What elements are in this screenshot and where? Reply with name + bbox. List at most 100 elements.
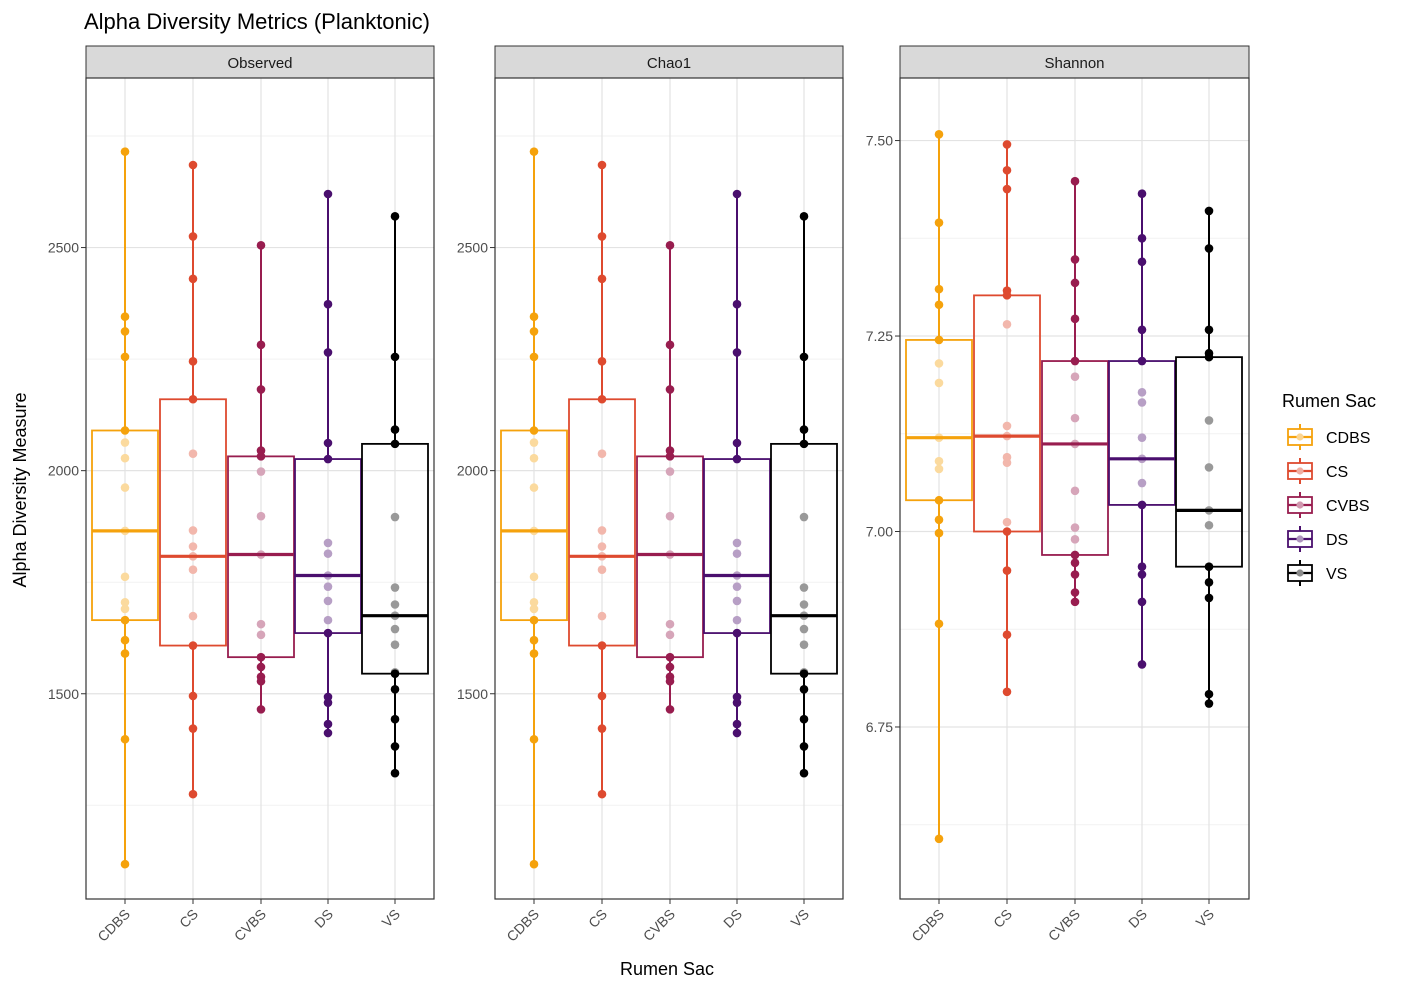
data-point: [1204, 520, 1214, 530]
data-point: [1204, 206, 1214, 216]
data-point: [1002, 184, 1012, 194]
x-tick-label: CVBS: [231, 906, 269, 944]
data-point: [799, 684, 809, 694]
panel-chao1: Chao1 1500 2000 2500 CDBS CS CVBS DS VS: [457, 45, 844, 945]
x-tick-label: VS: [1193, 906, 1218, 931]
data-point: [934, 335, 944, 345]
data-point: [529, 597, 539, 607]
plot-background: [86, 78, 434, 899]
legend-item-cvbs: CVBS: [1287, 492, 1370, 518]
data-point: [323, 628, 333, 638]
data-point: [934, 456, 944, 466]
data-point: [120, 327, 130, 336]
data-point: [732, 438, 742, 448]
y-tick-label: 7.00: [866, 524, 893, 540]
data-point: [1070, 356, 1080, 366]
data-point: [390, 439, 400, 449]
data-point: [934, 495, 944, 505]
legend-label: CDBS: [1326, 430, 1370, 447]
data-point: [665, 241, 675, 250]
data-point: [597, 232, 607, 241]
data-point: [188, 232, 198, 241]
data-point: [1002, 527, 1012, 536]
data-point: [390, 352, 400, 362]
data-point: [1204, 699, 1214, 708]
data-point: [1137, 433, 1147, 442]
data-point: [1002, 687, 1012, 697]
legend-key-point: [1296, 467, 1304, 475]
box-cs: [159, 160, 227, 799]
legend-item-cdbs: CDBS: [1287, 424, 1370, 450]
data-point: [120, 312, 130, 322]
data-point: [597, 160, 607, 170]
x-tick-label: CVBS: [640, 906, 678, 944]
data-point: [120, 147, 130, 156]
data-point: [732, 628, 742, 638]
box-cdbs: [91, 147, 159, 869]
x-tick-label: DS: [311, 906, 336, 931]
data-point: [1204, 416, 1214, 425]
data-point: [1137, 189, 1147, 199]
data-point: [1204, 463, 1214, 472]
data-point: [597, 691, 607, 701]
y-tick-label: 2000: [48, 463, 79, 479]
data-point: [934, 284, 944, 294]
data-point: [1137, 356, 1147, 366]
data-point: [256, 619, 266, 629]
data-point: [256, 511, 266, 521]
box-cs: [973, 140, 1041, 697]
data-point: [390, 600, 400, 609]
data-point: [1002, 630, 1012, 640]
data-point: [256, 676, 266, 686]
data-point: [120, 859, 130, 869]
legend-label: CS: [1326, 464, 1348, 481]
data-point: [597, 526, 607, 535]
data-point: [188, 357, 198, 366]
x-tick-label: CDBS: [503, 906, 542, 945]
data-point: [256, 705, 266, 714]
data-point: [732, 454, 742, 464]
data-point: [120, 453, 130, 463]
data-point: [1002, 291, 1012, 300]
panel-border: [494, 77, 844, 900]
data-point: [188, 526, 198, 535]
legend: Rumen Sac CDBS CS CVBS DS VS: [1282, 391, 1376, 586]
data-point: [1137, 500, 1147, 510]
data-point: [1137, 233, 1147, 243]
panel-shannon: Shannon 6.75 7.00 7.25 7.50 CDBS CS CVBS DS VS: [866, 45, 1250, 945]
data-point: [597, 357, 607, 366]
data-point: [732, 596, 742, 606]
data-point: [256, 662, 266, 672]
data-point: [1070, 372, 1080, 381]
legend-item-ds: DS: [1287, 526, 1348, 552]
data-point: [256, 452, 266, 461]
data-point: [665, 511, 675, 521]
data-point: [732, 549, 742, 558]
data-point: [732, 698, 742, 707]
data-point: [799, 425, 809, 434]
data-point: [256, 630, 266, 640]
data-point: [799, 714, 809, 724]
data-point: [934, 300, 944, 310]
data-point: [1070, 413, 1080, 423]
data-point: [323, 454, 333, 464]
data-point: [1204, 562, 1214, 571]
data-point: [323, 438, 333, 448]
y-tick-label: 7.50: [866, 133, 893, 149]
data-point: [1070, 597, 1080, 607]
data-point: [256, 385, 266, 394]
data-point: [390, 512, 400, 522]
box-cdbs: [905, 129, 973, 844]
data-point: [529, 312, 539, 322]
data-point: [934, 834, 944, 844]
data-point: [390, 768, 400, 778]
data-point: [1002, 320, 1012, 329]
box-cvbs: [636, 241, 704, 714]
data-point: [323, 596, 333, 606]
data-point: [188, 789, 198, 799]
data-point: [1070, 523, 1080, 532]
box-cvbs: [227, 241, 295, 714]
data-point: [1070, 486, 1080, 496]
data-point: [799, 640, 809, 649]
data-point: [1070, 550, 1080, 560]
